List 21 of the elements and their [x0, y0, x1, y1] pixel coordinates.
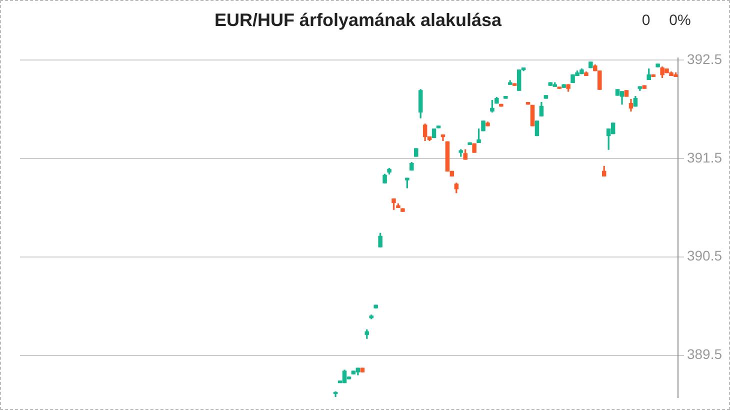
candlestick	[534, 120, 540, 136]
candlestick	[562, 84, 566, 88]
candlestick	[642, 85, 647, 89]
candlestick	[436, 126, 441, 128]
candlestick	[516, 69, 522, 91]
candlestick	[374, 304, 378, 308]
chart-title: EUR/HUF árfolyamának alakulása	[214, 10, 503, 30]
text: 0%	[669, 12, 691, 30]
candlestick	[351, 370, 356, 374]
y-tick-label: 389.5	[686, 346, 722, 362]
candlestick	[624, 90, 629, 97]
candlestick	[544, 95, 548, 99]
candlestick	[530, 104, 535, 126]
y-tick-label: 392.5	[686, 50, 722, 67]
y-tick-label: 391.5	[686, 149, 722, 166]
candlestick	[360, 368, 365, 372]
y-tick-label: 390.5	[686, 248, 722, 264]
text: 0	[642, 12, 650, 30]
candlestick	[432, 128, 436, 138]
candlestick	[414, 148, 418, 157]
candlestick	[526, 102, 530, 105]
